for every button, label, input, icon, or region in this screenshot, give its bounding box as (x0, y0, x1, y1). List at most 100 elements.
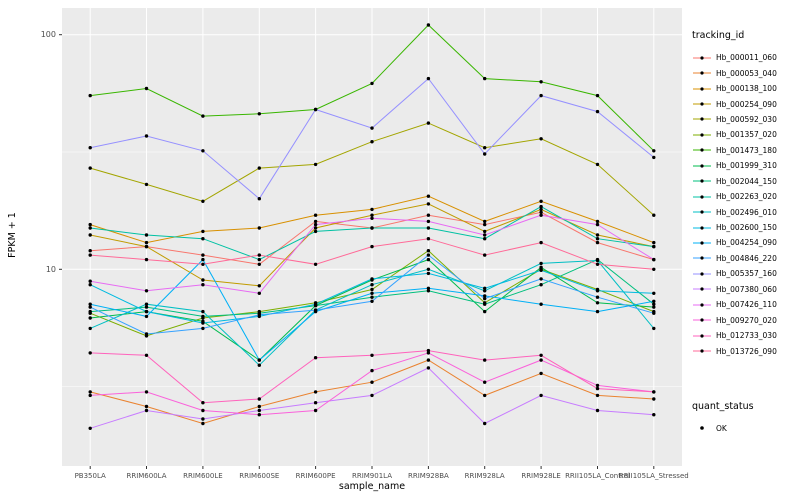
data-point (652, 155, 656, 160)
legend-line-point-icon (693, 133, 711, 137)
quant-status-label: OK (716, 423, 727, 433)
data-point (595, 262, 600, 266)
x-axis-title: sample_name (338, 481, 406, 492)
data-point (257, 404, 261, 409)
data-point (652, 302, 656, 306)
x-tick-label: RRIM600LE (183, 472, 223, 480)
data-point (426, 358, 431, 362)
legend-line-point-icon (693, 102, 711, 106)
data-point (370, 368, 374, 373)
data-point (313, 222, 318, 227)
data-point (88, 253, 92, 257)
y-tick-label: 100 (41, 30, 56, 39)
data-point (539, 283, 543, 287)
x-tick-label: RRII105LA_Control (565, 472, 630, 480)
data-point (88, 93, 92, 98)
legend-item-label: Hb_001999_310 (716, 161, 777, 171)
data-point (426, 219, 431, 224)
data-point (370, 291, 374, 295)
data-point (483, 222, 487, 227)
data-point (539, 137, 543, 141)
data-point (144, 244, 149, 249)
data-point (483, 152, 487, 156)
legend-item-label: Hb_007426_110 (716, 300, 777, 310)
data-point (426, 253, 431, 257)
legend-item-Hb_000053_040: Hb_000053_040 (692, 65, 798, 80)
data-point (652, 240, 656, 245)
data-point (144, 390, 149, 394)
legend-line-point-icon (693, 333, 711, 338)
data-point (652, 311, 656, 315)
legend-item-label: Hb_000053_040 (716, 68, 777, 78)
data-point (313, 229, 318, 234)
data-point (257, 166, 261, 170)
legend-item-label: Hb_002496_010 (716, 207, 777, 217)
data-point (539, 358, 543, 362)
data-point (144, 353, 149, 357)
data-point (483, 229, 487, 234)
data-point (539, 210, 543, 214)
data-point (426, 23, 431, 27)
data-point (370, 287, 374, 292)
legend-line-point-icon (693, 71, 711, 75)
legend-item-Hb_005357_160: Hb_005357_160 (692, 266, 798, 281)
data-point (88, 393, 92, 398)
legend-line-point-icon (693, 256, 711, 261)
data-point (426, 237, 431, 241)
data-point (201, 408, 205, 413)
data-point (201, 309, 205, 314)
data-point (483, 237, 487, 241)
data-point (313, 356, 318, 360)
x-tick-label: RRIM600PE (296, 472, 336, 480)
data-point (144, 332, 149, 336)
legend-line-point-icon (693, 179, 711, 183)
legend-line-point-icon (693, 349, 711, 353)
x-tick-label: RRIM928LA (465, 472, 505, 480)
data-point (652, 305, 656, 309)
data-point (595, 219, 600, 224)
data-point (370, 283, 374, 287)
legend-item-Hb_007380_060: Hb_007380_060 (692, 282, 798, 297)
x-tick-label: RRIM928LE (521, 472, 561, 480)
data-point (652, 257, 656, 262)
data-point (595, 383, 600, 388)
data-point (144, 86, 149, 91)
legend-item-label: Hb_002263_020 (716, 192, 777, 202)
data-point (539, 199, 543, 203)
data-point (595, 386, 600, 391)
legend-line-point-icon (693, 303, 711, 307)
data-point (257, 313, 261, 317)
data-point (201, 326, 205, 331)
legend-item-Hb_000011_060: Hb_000011_060 (692, 50, 798, 65)
legend-item-Hb_009270_020: Hb_009270_020 (692, 312, 798, 327)
data-point (595, 162, 600, 167)
data-point (426, 267, 431, 271)
data-point (595, 240, 600, 245)
x-tick-label: RRII105LA_Stressed (619, 472, 689, 480)
data-point (144, 404, 149, 409)
data-point (257, 197, 261, 201)
legend-line-point-icon (693, 117, 711, 122)
data-point (201, 314, 205, 319)
legend-item-label: Hb_013726_090 (716, 346, 777, 356)
data-point (539, 393, 543, 398)
legend-line-point-icon (693, 225, 711, 230)
data-point (595, 222, 600, 227)
data-point (313, 401, 318, 405)
data-point (257, 363, 261, 367)
data-point (426, 286, 431, 290)
data-point (652, 291, 656, 295)
data-point (370, 393, 374, 398)
data-point (201, 421, 205, 426)
data-point (370, 81, 374, 86)
legend-item-label: Hb_001357_020 (716, 130, 777, 140)
data-point (652, 390, 656, 394)
data-point (595, 295, 600, 299)
data-point (426, 121, 431, 125)
data-point (483, 294, 487, 298)
data-point (88, 302, 92, 306)
data-point (313, 213, 318, 217)
data-point (144, 314, 149, 319)
data-point (595, 301, 600, 305)
